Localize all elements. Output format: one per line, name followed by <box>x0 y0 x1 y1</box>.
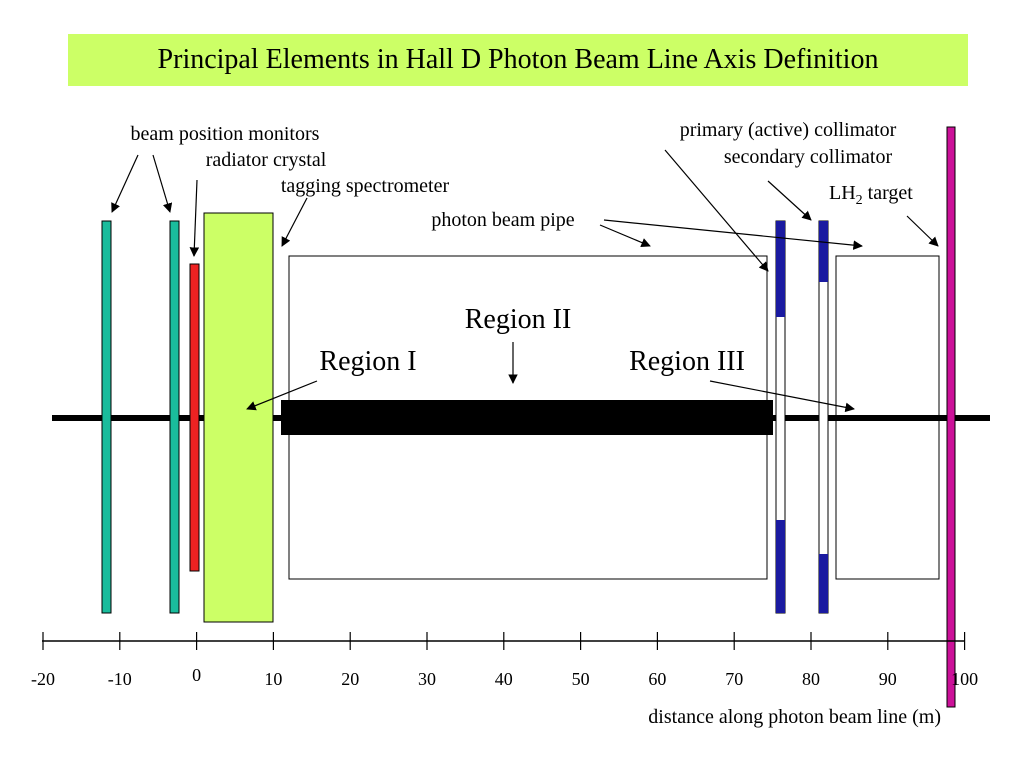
lh2-target-arrow <box>906 215 939 247</box>
secondary-collimator-upper <box>819 221 828 282</box>
lh2-target-label: LH2 target <box>829 182 913 208</box>
distance-axis-label: distance along photon beam line (m) <box>648 706 941 728</box>
region-3-arrow <box>709 380 855 413</box>
lh2-target-label-suffix: target <box>863 182 914 204</box>
axis-tick-label: 100 <box>951 669 978 689</box>
secondary-collimator-label: secondary collimator <box>724 146 893 168</box>
region-2-beam <box>281 400 773 435</box>
distance-axis-ticks: -20 -10 0 10 20 30 40 50 60 70 80 90 100 <box>31 632 978 689</box>
radiator-crystal-arrow <box>189 179 200 257</box>
axis-tick-label: 70 <box>725 669 743 689</box>
photon-beam-pipe-arrow-2 <box>603 219 863 250</box>
radiator-crystal <box>189 263 200 572</box>
tagging-spectrometer-label: tagging spectrometer <box>281 175 450 197</box>
beam-position-monitor-1 <box>101 220 112 614</box>
page-title: Principal Elements in Hall D Photon Beam… <box>68 34 968 86</box>
bpm-arrow-2 <box>152 154 173 213</box>
tagging-spectrometer-arrow <box>281 197 308 247</box>
axis-tick-label: 0 <box>192 665 201 685</box>
lh2-target-label-subscript: 2 <box>856 193 863 208</box>
axis-tick-label: 60 <box>648 669 666 689</box>
radiator-crystal-label: radiator crystal <box>206 149 327 171</box>
primary-collimator-lower <box>776 520 785 613</box>
tagging-spectrometer <box>203 212 274 623</box>
primary-collimator-arrow <box>664 149 769 272</box>
primary-collimator-label: primary (active) collimator <box>680 119 897 141</box>
axis-tick-label: -20 <box>31 669 55 689</box>
axis-tick-label: 40 <box>495 669 513 689</box>
beam-position-monitors-label: beam position monitors <box>131 123 320 145</box>
beam-position-monitor-2 <box>169 220 180 614</box>
axis-tick-label: 50 <box>572 669 590 689</box>
lh2-target-marker <box>946 126 956 708</box>
axis-tick-label: 80 <box>802 669 820 689</box>
bpm-arrow-1 <box>111 154 139 213</box>
secondary-collimator-lower <box>819 554 828 613</box>
lh2-target-label-prefix: LH <box>829 182 856 204</box>
axis-tick-label: -10 <box>108 669 132 689</box>
axis-tick-label: 10 <box>264 669 282 689</box>
axis-tick-label: 20 <box>341 669 359 689</box>
axis-tick-label: 30 <box>418 669 436 689</box>
primary-collimator-upper <box>776 221 785 317</box>
secondary-collimator-arrow <box>767 180 812 221</box>
photon-beam-pipe-section-2 <box>835 255 940 580</box>
axis-tick-label: 90 <box>879 669 897 689</box>
photon-beam-pipe-arrow-1 <box>599 224 651 248</box>
region-1-arrow <box>246 380 318 411</box>
region-3-label: Region III <box>629 346 745 377</box>
photon-beam-pipe-label: photon beam pipe <box>431 209 574 231</box>
region-2-label: Region II <box>465 304 572 335</box>
region-1-label: Region I <box>319 346 416 377</box>
